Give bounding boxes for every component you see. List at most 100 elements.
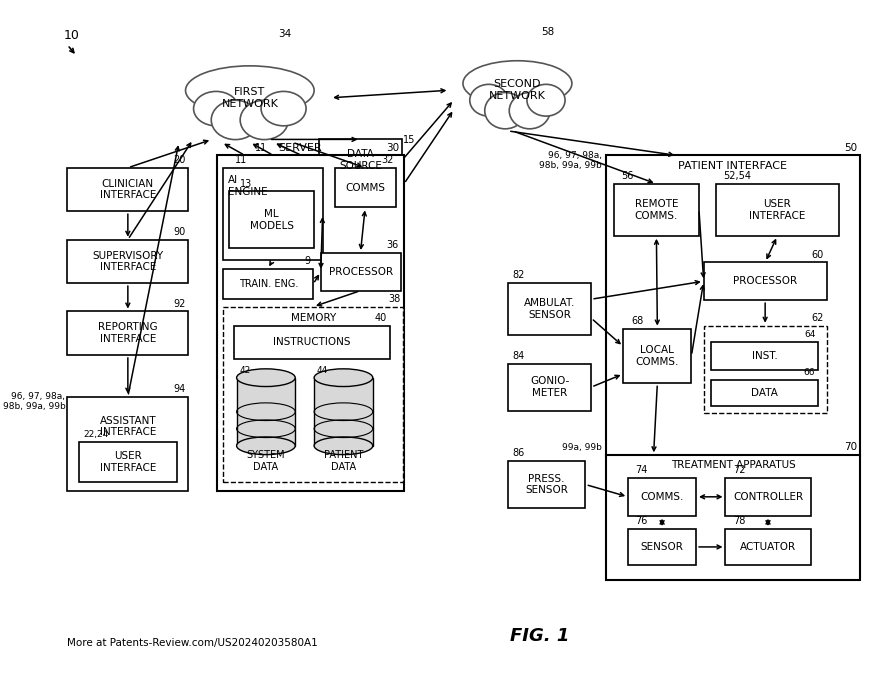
Bar xyxy=(78,442,177,482)
Bar xyxy=(68,240,188,283)
Bar xyxy=(224,269,313,299)
Bar xyxy=(508,283,591,335)
Bar xyxy=(628,529,696,565)
Text: 90: 90 xyxy=(173,227,186,237)
Text: 22,24: 22,24 xyxy=(84,430,108,439)
Text: SECOND
NETWORK: SECOND NETWORK xyxy=(489,80,546,101)
Bar xyxy=(725,529,810,565)
Ellipse shape xyxy=(463,61,572,106)
Ellipse shape xyxy=(240,101,289,140)
Text: 86: 86 xyxy=(513,448,525,458)
Text: 78: 78 xyxy=(733,516,745,526)
Text: 66: 66 xyxy=(803,368,815,377)
Text: 10: 10 xyxy=(63,29,79,42)
Text: 64: 64 xyxy=(804,330,815,339)
Text: USER
INTERFACE: USER INTERFACE xyxy=(749,199,805,221)
Ellipse shape xyxy=(314,369,373,387)
Text: SYSTEM
DATA: SYSTEM DATA xyxy=(246,450,285,472)
Text: 9: 9 xyxy=(304,256,311,266)
Ellipse shape xyxy=(510,92,550,129)
Text: 44: 44 xyxy=(317,366,328,375)
Text: SUPERVISORY
INTERFACE: SUPERVISORY INTERFACE xyxy=(92,250,164,272)
Ellipse shape xyxy=(485,92,525,129)
Text: AMBULAT.
SENSOR: AMBULAT. SENSOR xyxy=(524,298,576,320)
Ellipse shape xyxy=(237,437,295,455)
Bar xyxy=(237,378,295,446)
Bar xyxy=(68,311,188,355)
Bar xyxy=(606,455,860,580)
Ellipse shape xyxy=(527,84,565,116)
Text: INSTRUCTIONS: INSTRUCTIONS xyxy=(273,338,350,347)
Text: 82: 82 xyxy=(513,271,525,280)
Text: 96, 97, 98a,
98b, 99a, 99b: 96, 97, 98a, 98b, 99a, 99b xyxy=(539,151,602,170)
Text: 40: 40 xyxy=(375,313,387,323)
Text: 99a, 99b: 99a, 99b xyxy=(561,443,602,452)
Text: 60: 60 xyxy=(811,250,824,260)
Text: 30: 30 xyxy=(386,142,400,153)
Text: PROCESSOR: PROCESSOR xyxy=(733,276,797,286)
Text: 74: 74 xyxy=(635,465,648,475)
Text: PROCESSOR: PROCESSOR xyxy=(329,267,393,277)
Text: AI: AI xyxy=(228,176,238,186)
Text: MEMORY: MEMORY xyxy=(290,313,336,323)
Text: FIG. 1: FIG. 1 xyxy=(510,626,569,645)
Bar xyxy=(224,168,323,261)
Bar xyxy=(68,397,188,491)
Text: REPORTING
INTERFACE: REPORTING INTERFACE xyxy=(98,323,158,344)
Text: 56: 56 xyxy=(621,171,634,181)
Text: 50: 50 xyxy=(844,142,857,153)
Bar xyxy=(716,184,839,236)
Text: ENGINE: ENGINE xyxy=(228,187,268,196)
Text: SENSOR: SENSOR xyxy=(641,542,684,552)
Text: CONTROLLER: CONTROLLER xyxy=(733,492,803,502)
Ellipse shape xyxy=(211,101,260,140)
Text: USER
INTERFACE: USER INTERFACE xyxy=(99,451,156,472)
Text: PATIENT
DATA: PATIENT DATA xyxy=(324,450,363,472)
Text: 84: 84 xyxy=(513,351,525,360)
Text: 15: 15 xyxy=(403,135,415,145)
Text: 94: 94 xyxy=(173,384,186,394)
Text: 11: 11 xyxy=(235,155,247,165)
Ellipse shape xyxy=(194,91,238,126)
Ellipse shape xyxy=(470,84,508,116)
Text: DATA
SOURCE: DATA SOURCE xyxy=(339,149,382,171)
Text: 34: 34 xyxy=(278,29,291,39)
Text: 58: 58 xyxy=(541,28,554,37)
Text: ASSISTANT
INTERFACE: ASSISTANT INTERFACE xyxy=(99,416,156,437)
Bar xyxy=(224,306,403,482)
Bar xyxy=(216,155,404,491)
Bar xyxy=(623,329,692,383)
Bar xyxy=(234,325,390,359)
Text: More at Patents-Review.com/US20240203580A1: More at Patents-Review.com/US20240203580… xyxy=(68,639,318,648)
Bar xyxy=(704,263,826,300)
Text: TREATMENT APPARATUS: TREATMENT APPARATUS xyxy=(671,460,796,470)
Text: INST.: INST. xyxy=(752,351,778,361)
Text: COMMS: COMMS xyxy=(346,183,385,192)
Ellipse shape xyxy=(261,91,306,126)
Text: 38: 38 xyxy=(388,294,400,304)
Bar xyxy=(320,253,401,291)
Text: 42: 42 xyxy=(239,366,251,375)
Text: GONIO-
METER: GONIO- METER xyxy=(530,377,569,398)
Ellipse shape xyxy=(314,437,373,455)
Bar xyxy=(335,168,396,207)
Bar xyxy=(319,140,402,181)
Text: ML
MODELS: ML MODELS xyxy=(250,209,294,231)
Text: CLINICIAN
INTERFACE: CLINICIAN INTERFACE xyxy=(99,179,156,200)
Text: REMOTE
COMMS.: REMOTE COMMS. xyxy=(634,199,678,221)
Text: 32: 32 xyxy=(381,155,393,165)
Bar xyxy=(606,155,860,456)
Bar xyxy=(508,461,585,508)
Ellipse shape xyxy=(237,369,295,387)
Text: 68: 68 xyxy=(631,316,643,326)
Text: 70: 70 xyxy=(844,443,857,452)
Text: ACTUATOR: ACTUATOR xyxy=(740,542,796,552)
Bar xyxy=(725,478,810,516)
Text: 13: 13 xyxy=(240,179,253,189)
Text: 11: 11 xyxy=(254,142,267,153)
Text: DATA: DATA xyxy=(752,388,778,398)
Bar xyxy=(711,342,818,370)
Bar xyxy=(614,184,699,236)
Text: 20: 20 xyxy=(173,155,186,165)
Bar xyxy=(229,192,314,248)
